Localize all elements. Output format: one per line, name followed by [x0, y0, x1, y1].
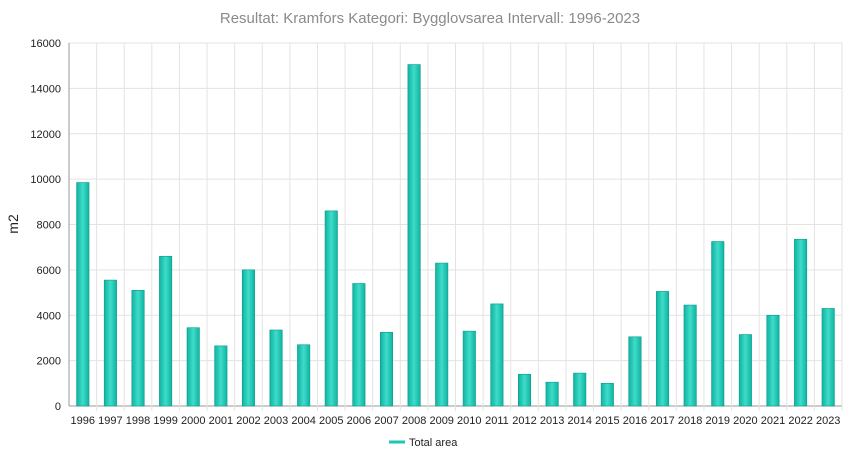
bar-2022[interactable] [794, 238, 808, 407]
bar-2020[interactable] [738, 334, 752, 407]
x-tick-label: 2016 [623, 415, 647, 427]
y-tick-label: 8000 [37, 220, 61, 232]
bar-2001[interactable] [214, 345, 228, 407]
bar-2003[interactable] [269, 329, 283, 407]
x-tick-label: 2018 [678, 415, 702, 427]
x-tick-label: 2009 [429, 415, 453, 427]
bar-2021[interactable] [766, 314, 780, 407]
bar-2017[interactable] [656, 291, 670, 407]
legend[interactable]: Total area [389, 437, 458, 449]
y-tick-label: 16000 [30, 38, 61, 50]
x-tick-label: 2002 [236, 415, 260, 427]
bar-2005[interactable] [324, 210, 338, 407]
x-tick-label: 2022 [788, 415, 812, 427]
x-tick-label: 2015 [595, 415, 619, 427]
gridlines [68, 42, 843, 411]
bar-1996[interactable] [76, 182, 90, 407]
x-tick-label: 2001 [209, 415, 233, 427]
x-tick-label: 2010 [457, 415, 481, 427]
bar-2002[interactable] [241, 269, 255, 407]
x-tick-label: 2004 [291, 415, 315, 427]
y-tick-label: 12000 [30, 129, 61, 141]
x-tick-label: 2020 [733, 415, 757, 427]
bar-2018[interactable] [683, 304, 697, 407]
chart-title: Resultat: Kramfors Kategori: Bygglovsare… [220, 10, 640, 27]
bar-2004[interactable] [297, 344, 311, 407]
x-tick-label: 2023 [816, 415, 840, 427]
bar-2013[interactable] [545, 381, 559, 407]
bar-1998[interactable] [131, 289, 145, 407]
bar-1999[interactable] [159, 255, 173, 407]
x-tick-label: 2005 [319, 415, 343, 427]
x-axis-ticks: 1996 1997 1998 1999 2000 2001 2002 2003 2004 2005… [71, 415, 841, 427]
x-tick-label: 2008 [402, 415, 426, 427]
bar-2006[interactable] [352, 283, 366, 407]
y-tick-label: 2000 [37, 356, 61, 368]
bar-2016[interactable] [628, 336, 642, 407]
bar-2000[interactable] [186, 327, 200, 407]
x-tick-label: 1996 [71, 415, 95, 427]
y-tick-label: 6000 [37, 265, 61, 277]
x-tick-label: 2011 [485, 415, 509, 427]
bar-2023[interactable] [821, 308, 835, 407]
x-tick-label: 1998 [126, 415, 150, 427]
bar-2011[interactable] [490, 303, 504, 407]
bar-2008[interactable] [407, 64, 421, 407]
bar-2007[interactable] [379, 331, 393, 407]
bar-2015[interactable] [600, 383, 614, 407]
x-tick-label: 2003 [264, 415, 288, 427]
y-axis-label: m2 [5, 214, 21, 234]
y-tick-label: 14000 [30, 83, 61, 95]
x-tick-label: 1999 [153, 415, 177, 427]
bar-2009[interactable] [435, 262, 449, 407]
x-tick-label: 2000 [181, 415, 205, 427]
x-tick-label: 2017 [650, 415, 674, 427]
bar-2012[interactable] [518, 373, 532, 407]
bars [76, 64, 835, 407]
y-tick-label: 0 [55, 401, 61, 413]
x-tick-label: 2012 [512, 415, 536, 427]
x-tick-label: 2019 [706, 415, 730, 427]
bar-2019[interactable] [711, 241, 725, 407]
bar-2010[interactable] [462, 330, 476, 407]
x-tick-label: 2014 [567, 415, 591, 427]
x-tick-label: 2013 [540, 415, 564, 427]
x-tick-label: 2021 [761, 415, 785, 427]
x-tick-label: 2007 [374, 415, 398, 427]
bar-2014[interactable] [573, 372, 587, 407]
y-tick-label: 10000 [30, 174, 61, 186]
y-axis-ticks: 0 2000 4000 6000 8000 10000 12000 14000 16000 [30, 38, 61, 413]
x-tick-label: 1997 [98, 415, 122, 427]
legend-label-total-area: Total area [409, 437, 458, 449]
y-tick-label: 4000 [37, 310, 61, 322]
bar-1997[interactable] [103, 279, 117, 407]
x-tick-label: 2006 [347, 415, 371, 427]
